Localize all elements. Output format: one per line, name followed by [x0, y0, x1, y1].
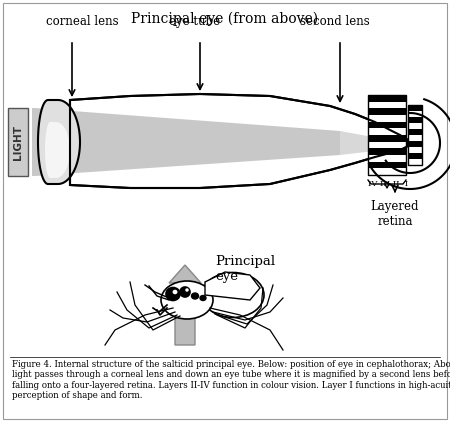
Ellipse shape: [161, 281, 213, 319]
Bar: [408, 153, 422, 159]
Bar: [8, 108, 28, 176]
Polygon shape: [340, 131, 400, 155]
Polygon shape: [70, 94, 408, 188]
Bar: [368, 102, 406, 108]
Bar: [368, 108, 406, 115]
Text: second lens: second lens: [300, 15, 370, 28]
Polygon shape: [38, 100, 80, 184]
Text: eye tube: eye tube: [170, 15, 220, 28]
Polygon shape: [45, 122, 70, 178]
Bar: [368, 135, 406, 142]
Text: IV III II  I: IV III II I: [368, 180, 408, 188]
Ellipse shape: [180, 287, 190, 297]
Text: corneal lens: corneal lens: [46, 15, 118, 28]
Polygon shape: [205, 272, 260, 300]
Bar: [408, 105, 422, 165]
Bar: [368, 162, 406, 168]
Ellipse shape: [192, 293, 198, 299]
Bar: [368, 168, 406, 175]
Text: Principal eye (from above): Principal eye (from above): [131, 12, 319, 27]
Text: Layered
retina: Layered retina: [371, 200, 419, 228]
Bar: [408, 129, 422, 135]
Bar: [408, 159, 422, 165]
Bar: [368, 128, 406, 135]
Text: LIGHT: LIGHT: [13, 124, 23, 160]
Bar: [408, 117, 422, 123]
Bar: [368, 115, 406, 122]
Bar: [408, 111, 422, 117]
Ellipse shape: [172, 290, 177, 294]
Bar: [368, 122, 406, 128]
Bar: [408, 135, 422, 141]
Ellipse shape: [166, 287, 180, 300]
Bar: [368, 155, 406, 162]
Ellipse shape: [202, 273, 264, 317]
Ellipse shape: [185, 288, 189, 292]
Bar: [368, 95, 406, 102]
Polygon shape: [32, 108, 340, 176]
Bar: [368, 149, 406, 155]
FancyArrow shape: [169, 265, 201, 345]
Polygon shape: [32, 108, 340, 176]
Polygon shape: [340, 131, 400, 155]
Bar: [368, 142, 406, 149]
Ellipse shape: [200, 295, 206, 300]
Bar: [368, 95, 406, 175]
Bar: [408, 141, 422, 147]
Text: Principal
eye: Principal eye: [215, 255, 275, 283]
Text: Figure 4. Internal structure of the salticid principal eye. Below: position of e: Figure 4. Internal structure of the salt…: [12, 360, 450, 400]
Bar: [408, 147, 422, 153]
Bar: [408, 105, 422, 111]
Bar: [408, 123, 422, 129]
